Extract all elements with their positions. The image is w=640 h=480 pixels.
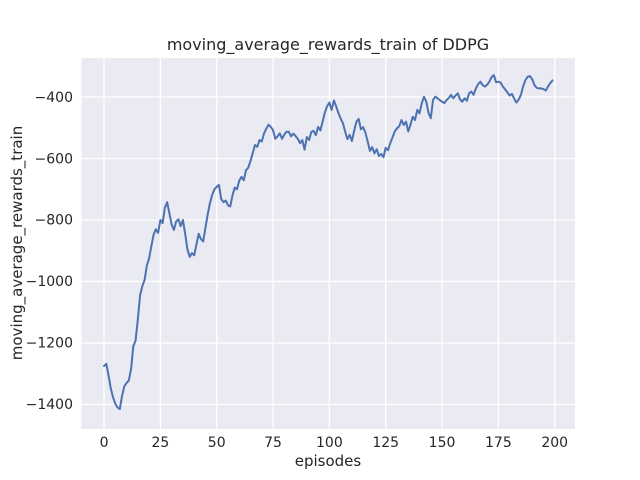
x-tick-label: 75 (264, 435, 282, 451)
x-tick-label: 200 (541, 435, 568, 451)
x-tick-label: 175 (485, 435, 512, 451)
y-tick-label: −1200 (26, 336, 73, 352)
y-tick-label: −800 (35, 213, 73, 229)
x-tick-label: 125 (372, 435, 399, 451)
x-tick-label: 100 (316, 435, 343, 451)
x-axis-label: episodes (294, 452, 362, 470)
y-tick-label: −1400 (26, 397, 73, 413)
chart-title: moving_average_rewards_train of DDPG (166, 35, 490, 54)
y-tick-label: −600 (35, 151, 73, 167)
x-tick-label: 0 (100, 435, 109, 451)
series-line (103, 74, 554, 411)
x-tick-label: 150 (429, 435, 456, 451)
y-tick-label: −1000 (26, 274, 73, 290)
x-tick-label: 50 (208, 435, 226, 451)
y-axis-label: moving_average_rewards_train (8, 125, 26, 361)
y-tick-label: −400 (35, 90, 73, 106)
plot-background (81, 58, 575, 429)
x-tick-label: 25 (151, 435, 169, 451)
